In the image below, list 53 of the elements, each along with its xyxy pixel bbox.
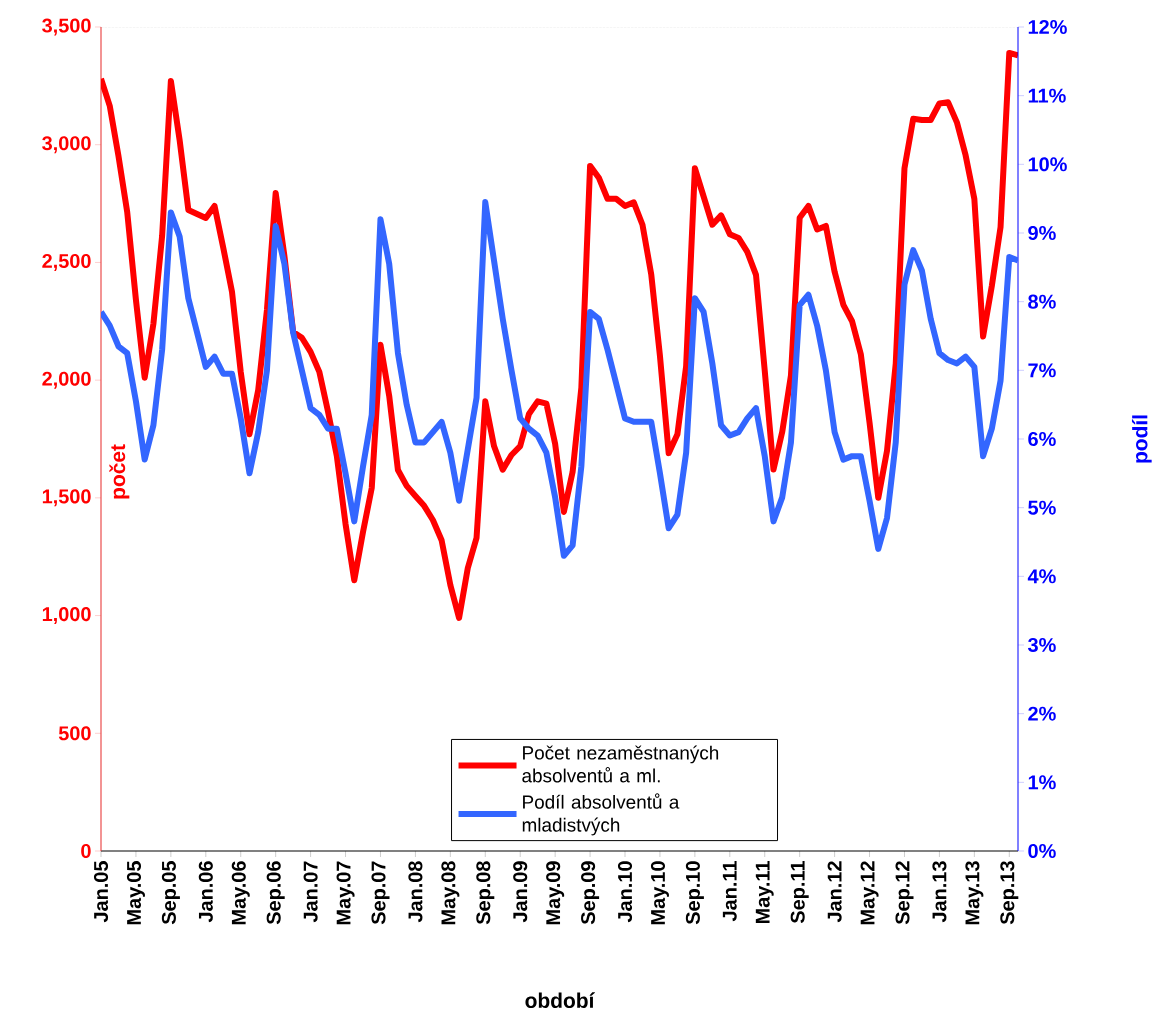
y2-tick-label: 9% — [1028, 225, 1056, 241]
x-tick-label: Sep.07 — [371, 861, 390, 925]
y-tick-label: 500 — [58, 726, 91, 741]
x-tick-label: Jan.13 — [932, 861, 947, 923]
x-axis-title: období — [525, 992, 595, 1008]
x-tick-label: Jan.09 — [513, 861, 528, 923]
x-tick-label: Jan.05 — [93, 861, 109, 923]
x-tick-label: Jan.06 — [198, 861, 213, 923]
x-tick-label: May.06 — [231, 861, 250, 925]
x-tick-label: Sep.12 — [895, 861, 914, 925]
legend-label: Podíl absolventů a mladistvých — [522, 793, 680, 836]
y2-tick-label: 8% — [1028, 294, 1056, 309]
x-tick-label: May.05 — [126, 861, 145, 925]
legend-label: Počet nezaměstnaných absolventů a ml. — [522, 745, 719, 783]
x-tick-label: Jan.12 — [827, 861, 842, 923]
y2-tick-label: 0% — [1028, 843, 1056, 859]
x-tick-label: May.07 — [336, 861, 355, 925]
x-tick-label: May.09 — [546, 861, 565, 925]
y2-tick-label: 6% — [1028, 431, 1056, 447]
x-tick-label: May.08 — [441, 861, 460, 925]
y2-tick-label: 5% — [1028, 500, 1056, 515]
x-tick-label: Sep.10 — [685, 861, 704, 925]
y-tick-label: 0 — [81, 843, 91, 859]
y-axis-title: počet — [109, 444, 130, 499]
x-tick-label: Sep.08 — [476, 861, 495, 925]
x-tick-label: May.10 — [650, 861, 669, 925]
y-tick-label: 3,500 — [42, 18, 91, 36]
y2-tick-label: 4% — [1027, 569, 1056, 584]
y2-tick-label: 1% — [1028, 775, 1056, 790]
x-tick-label: Jan.11 — [722, 861, 737, 922]
y-tick-label: 3,000 — [42, 136, 91, 154]
y-tick-label: 1,000 — [42, 607, 91, 625]
y2-tick-label: 11% — [1028, 88, 1066, 103]
x-tick-label: May.11 — [755, 861, 774, 924]
y2-axis-title: podíl — [1131, 415, 1152, 463]
y2-tick-label: 12% — [1028, 19, 1067, 35]
y2-tick-label: 7% — [1028, 363, 1056, 378]
y2-tick-label: 3% — [1027, 637, 1056, 653]
y2-tick-label: 2% — [1028, 706, 1056, 721]
y-tick-label: 2,000 — [42, 371, 91, 389]
x-tick-label: Sep.11 — [790, 861, 809, 924]
x-tick-label: Sep.09 — [581, 861, 600, 925]
x-tick-label: May.13 — [965, 861, 984, 925]
x-tick-label: Sep.13 — [1000, 861, 1019, 925]
x-tick-label: Jan.08 — [408, 861, 423, 923]
x-tick-label: Sep.06 — [266, 861, 285, 925]
x-tick-label: Sep.05 — [161, 861, 180, 925]
x-tick-label: Jan.07 — [303, 861, 318, 923]
y2-tick-label: 10% — [1028, 157, 1067, 172]
x-tick-label: Jan.10 — [617, 861, 633, 923]
y-tick-label: 1,500 — [42, 489, 91, 507]
y-tick-label: 2,500 — [42, 253, 91, 271]
x-tick-label: May.12 — [860, 861, 879, 925]
